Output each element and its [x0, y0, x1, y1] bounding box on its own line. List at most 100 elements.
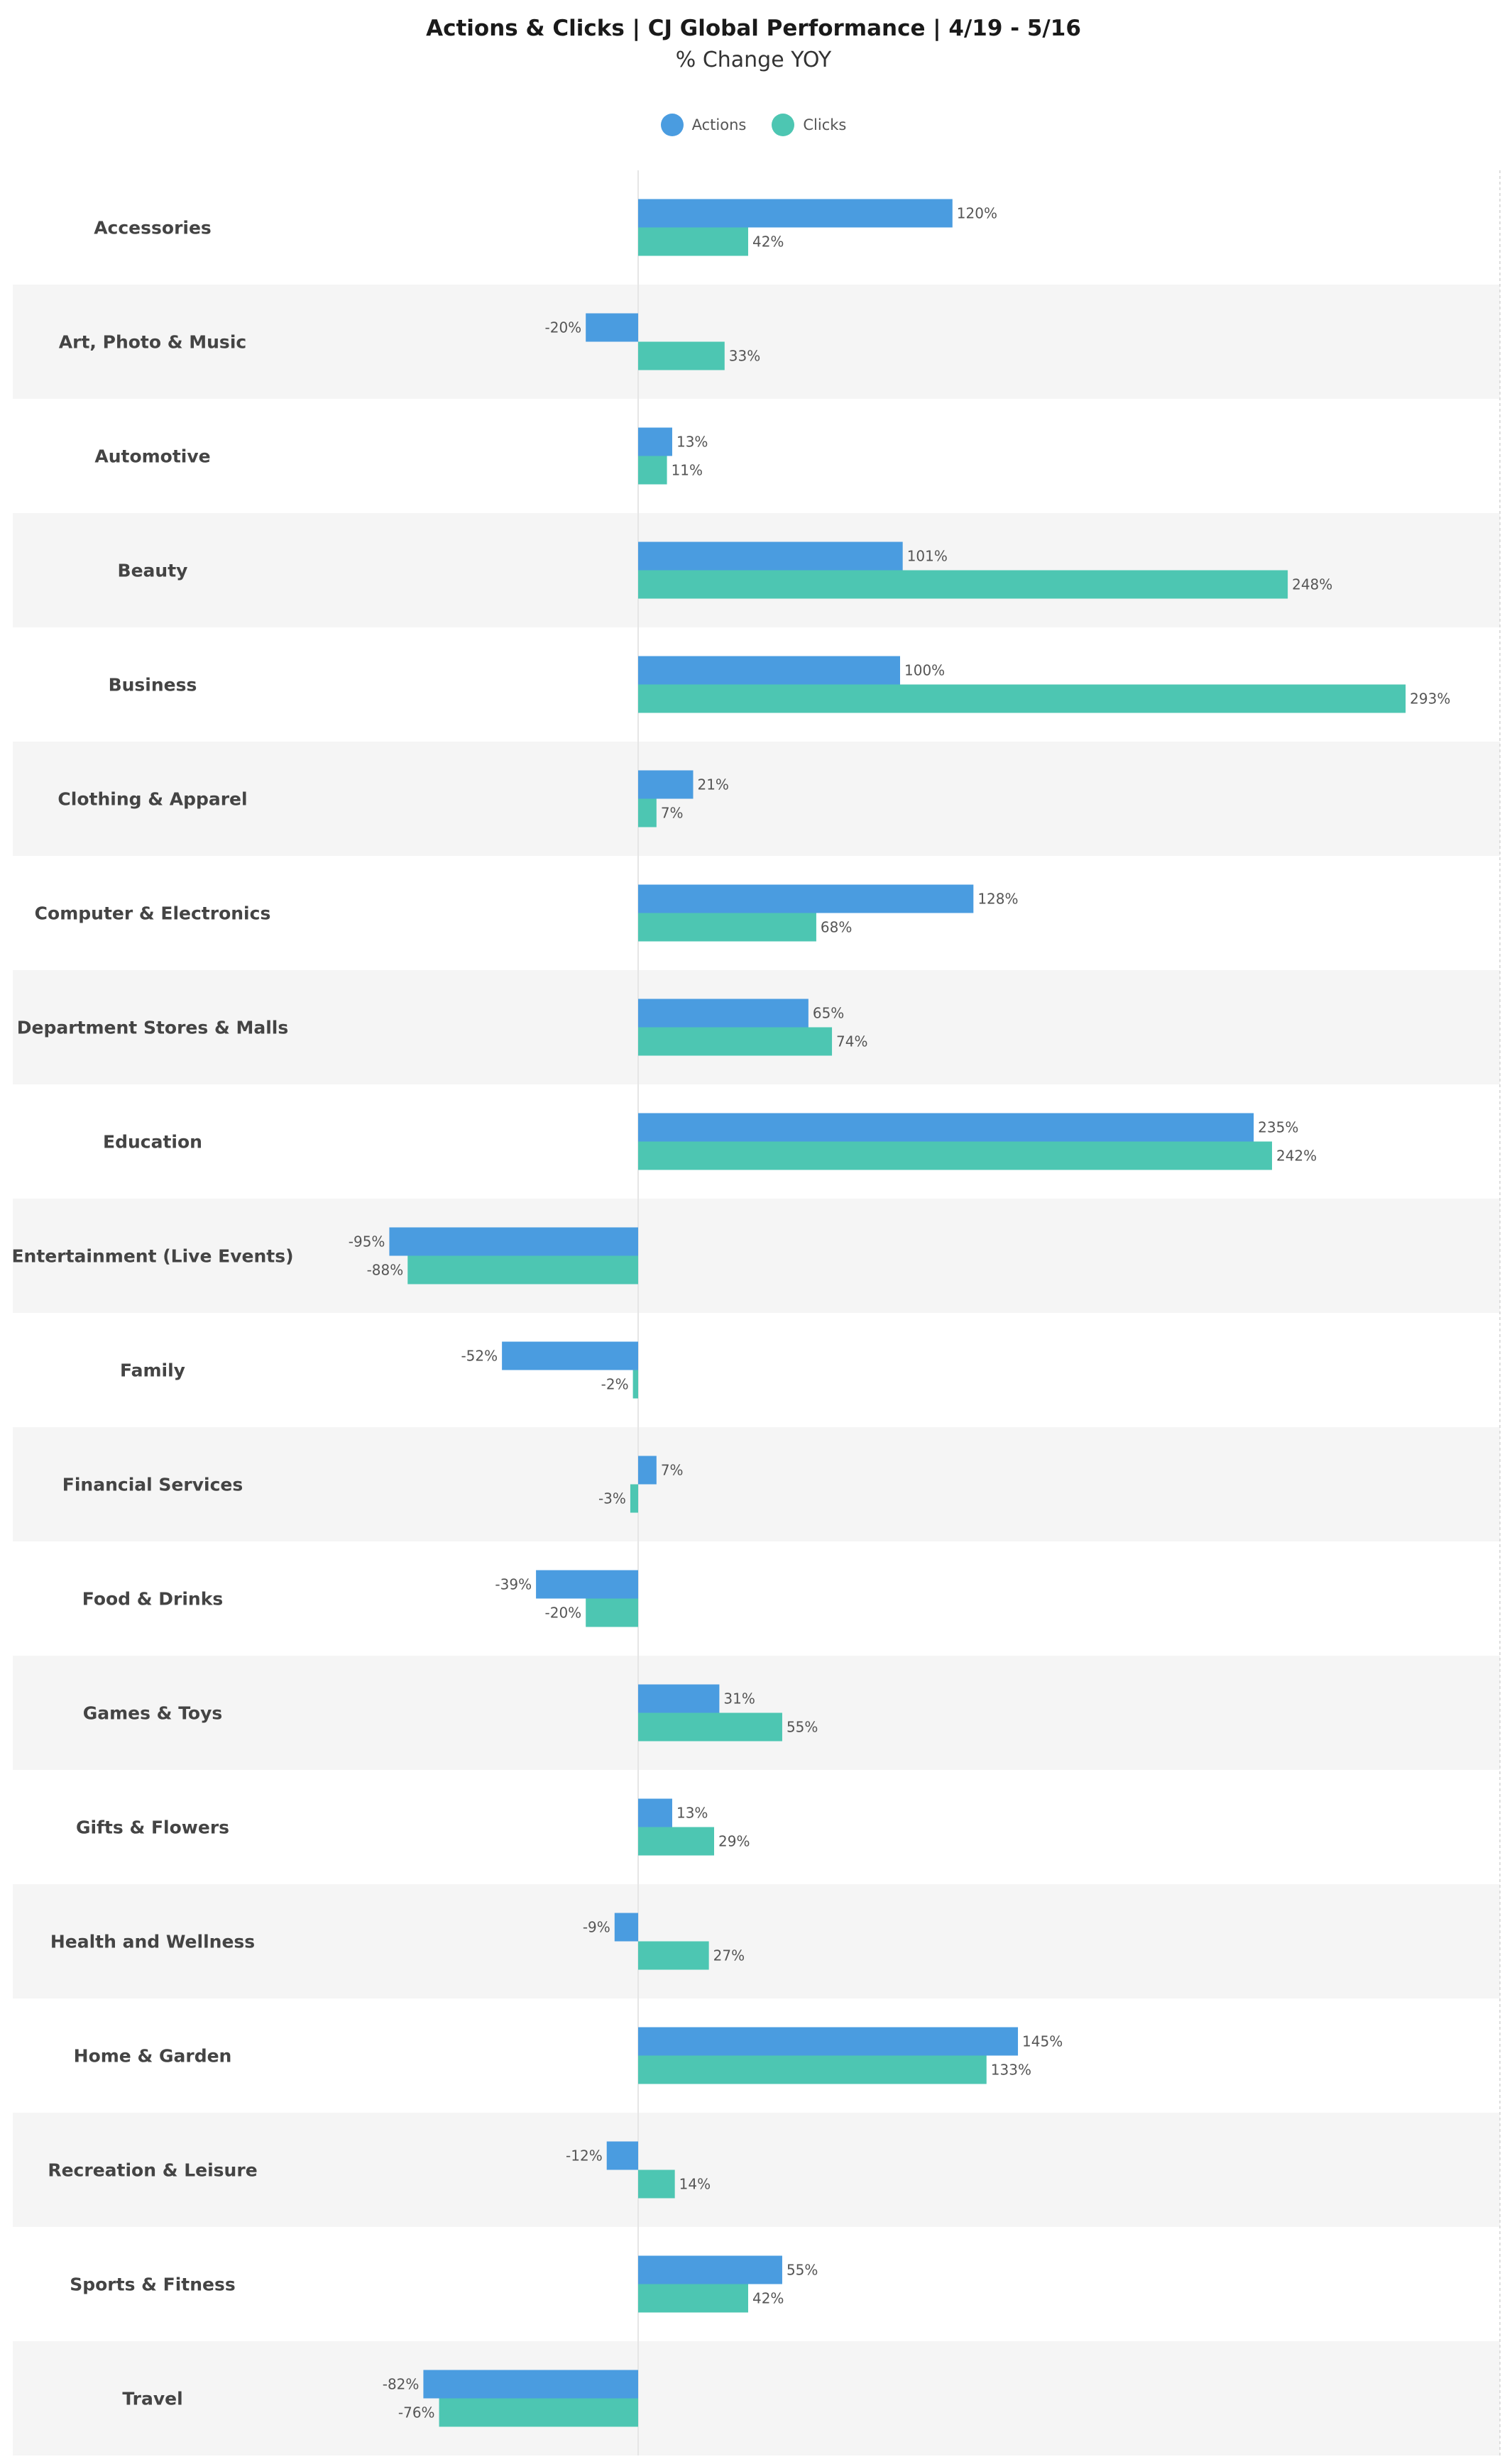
bar-clicks — [638, 570, 1288, 599]
chart-title: Actions & Clicks | CJ Global Performance… — [426, 16, 1081, 41]
category-label: Home & Garden — [74, 2046, 232, 2067]
bar-clicks — [638, 1941, 709, 1970]
bar-clicks — [632, 1370, 638, 1399]
data-label-actions: 7% — [661, 1462, 684, 1479]
data-label-clicks: -3% — [598, 1490, 626, 1507]
bar-clicks — [638, 798, 657, 827]
data-label-actions: 101% — [907, 548, 948, 565]
bar-clicks — [638, 913, 816, 942]
category-label: Entertainment (Live Events) — [11, 1246, 293, 1267]
legend-item-clicks[interactable]: Clicks — [772, 114, 846, 136]
data-label-clicks: 33% — [729, 348, 760, 365]
bar-actions — [638, 1456, 657, 1485]
bar-actions — [638, 1684, 720, 1713]
bar-clicks — [638, 1712, 782, 1742]
bar-actions — [638, 770, 694, 799]
bar-actions — [502, 1341, 638, 1370]
bar-actions — [614, 1913, 638, 1942]
bar-clicks — [638, 1027, 833, 1056]
bar-actions — [638, 427, 672, 456]
category-label: Clothing & Apparel — [57, 789, 247, 810]
data-label-actions: 120% — [957, 205, 997, 222]
data-label-actions: 235% — [1258, 1119, 1298, 1136]
bar-actions — [638, 999, 809, 1028]
data-label-clicks: 133% — [991, 2062, 1031, 2079]
data-label-clicks: -2% — [601, 1376, 629, 1393]
bar-actions — [536, 1570, 638, 1599]
data-label-actions: -82% — [383, 2376, 420, 2393]
bar-clicks — [638, 1141, 1272, 1170]
bar-actions — [638, 884, 974, 913]
row-band — [13, 742, 1500, 856]
bar-clicks — [638, 456, 667, 485]
data-label-clicks: 248% — [1292, 576, 1332, 593]
chart-subtitle: % Change YOY — [675, 48, 832, 72]
category-label: Travel — [122, 2389, 182, 2409]
data-label-actions: 100% — [904, 662, 945, 679]
data-label-actions: -39% — [495, 1576, 532, 1593]
data-label-clicks: 27% — [713, 1947, 745, 1964]
bar-actions — [423, 2370, 638, 2399]
data-label-actions: 128% — [977, 891, 1018, 908]
data-label-actions: -52% — [461, 1348, 498, 1365]
row-band — [13, 285, 1500, 399]
bar-clicks — [638, 227, 748, 256]
bar-clicks — [407, 1255, 638, 1285]
data-label-clicks: 55% — [787, 1719, 818, 1736]
data-label-clicks: 29% — [718, 1833, 750, 1850]
category-label: Sports & Fitness — [70, 2275, 236, 2295]
category-label: Business — [109, 675, 197, 695]
data-label-actions: 13% — [676, 1805, 708, 1822]
legend-swatch-clicks — [772, 114, 795, 136]
category-label: Education — [103, 1132, 202, 1153]
bar-clicks — [638, 684, 1406, 713]
data-label-clicks: -76% — [398, 2404, 435, 2421]
legend: Actions Clicks — [0, 114, 1507, 136]
data-label-clicks: 14% — [679, 2176, 711, 2193]
bar-actions — [638, 541, 903, 571]
data-label-clicks: 242% — [1276, 1148, 1317, 1165]
data-label-actions: 21% — [697, 776, 728, 793]
category-label: Automotive — [94, 446, 210, 467]
data-label-actions: 145% — [1022, 2033, 1063, 2050]
bar-actions — [638, 656, 900, 685]
legend-label-clicks: Clicks — [803, 116, 847, 133]
data-label-clicks: 74% — [836, 1033, 867, 1050]
legend-item-actions[interactable]: Actions — [660, 114, 747, 136]
row-band — [13, 1427, 1500, 1541]
data-label-actions: -20% — [545, 319, 582, 336]
category-label: Family — [120, 1360, 185, 1381]
data-label-clicks: 7% — [661, 805, 684, 822]
row-band — [13, 2113, 1500, 2227]
data-label-actions: 31% — [723, 1690, 755, 1707]
data-label-actions: -95% — [349, 1233, 385, 1250]
legend-label-actions: Actions — [691, 116, 747, 133]
category-label: Computer & Electronics — [35, 903, 271, 924]
bar-clicks — [439, 2398, 638, 2427]
legend-swatch-actions — [660, 114, 684, 136]
bar-actions — [638, 2027, 1019, 2056]
bar-actions — [638, 199, 953, 228]
category-label: Gifts & Flowers — [76, 1817, 229, 1838]
data-label-actions: -9% — [583, 1919, 610, 1936]
data-label-clicks: 42% — [752, 2290, 784, 2307]
category-label: Financial Services — [62, 1475, 243, 1495]
data-label-clicks: 11% — [672, 462, 703, 479]
bar-actions — [638, 2255, 782, 2284]
category-label: Department Stores & Malls — [17, 1018, 288, 1038]
bar-actions — [606, 2141, 638, 2170]
bar-clicks — [638, 2169, 675, 2199]
bar-actions — [638, 1798, 672, 1827]
bar-clicks — [586, 1598, 638, 1627]
category-label: Accessories — [94, 218, 212, 238]
category-label: Beauty — [118, 561, 188, 581]
data-label-clicks: 293% — [1410, 691, 1450, 708]
bar-actions — [389, 1227, 638, 1256]
bar-actions — [586, 313, 638, 342]
bar-clicks — [630, 1484, 638, 1513]
data-label-actions: -12% — [566, 2147, 603, 2165]
data-label-actions: 65% — [813, 1005, 844, 1022]
category-label: Recreation & Leisure — [48, 2160, 257, 2181]
